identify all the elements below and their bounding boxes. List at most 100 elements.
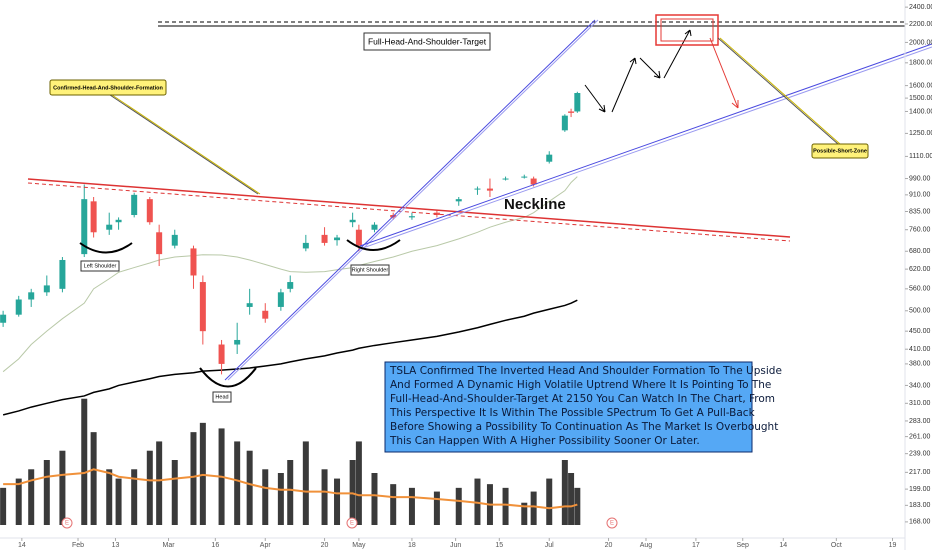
candle-body (334, 237, 341, 241)
x-tick-label: 20 (605, 542, 613, 549)
candle-body (287, 282, 294, 289)
volume-bar (28, 469, 35, 525)
candle-body (561, 115, 568, 131)
y-tick-label: 620.00 (909, 266, 931, 273)
earnings-marker[interactable] (606, 517, 618, 529)
volume-bar (302, 441, 309, 525)
candle-body (190, 248, 197, 276)
head-arc (199, 367, 257, 388)
volume-bar (81, 398, 88, 525)
y-tick-label: 680.00 (909, 248, 931, 255)
label-box (49, 79, 167, 96)
callout-pointer (719, 37, 841, 145)
description-line: And Formed A Dynamic High Volatile Uptre… (390, 379, 771, 391)
candle-body (115, 219, 122, 223)
volume-bar (262, 469, 269, 525)
volume-bar (546, 478, 553, 525)
candle-body (502, 178, 509, 180)
x-tick-label: 20 (321, 542, 329, 549)
volume-bar (433, 491, 440, 525)
x-tick-label: Jul (545, 542, 554, 549)
y-tick-label: 2000.00 (909, 39, 932, 46)
y-tick-label: 1250.00 (909, 130, 932, 137)
volume-bar (530, 491, 537, 525)
volume-bar (156, 441, 163, 525)
earnings-label: E (610, 521, 614, 527)
label-box (80, 260, 120, 272)
candle-body (262, 310, 269, 319)
volume-bar (408, 487, 415, 525)
candle-body (234, 339, 241, 345)
volume-bar (455, 487, 462, 525)
candle-body (171, 234, 178, 246)
indicator-lines (2, 176, 578, 416)
candle-body (0, 314, 7, 323)
x-tick-label: Sep (736, 542, 749, 549)
volume-bar (277, 473, 284, 525)
candle-body (474, 188, 481, 190)
y-tick-label: 340.00 (909, 382, 931, 389)
shoulder-arc (79, 242, 133, 254)
candle-body (28, 292, 35, 300)
y-tick-label: 2200.00 (909, 21, 932, 28)
x-tick-label: 14 (18, 542, 26, 549)
arrows (584, 29, 692, 113)
y-tick-label: 380.00 (909, 361, 931, 368)
label-box (212, 391, 232, 403)
volume-bar (334, 478, 341, 525)
volume-bar (106, 469, 113, 525)
volume-bar (115, 478, 122, 525)
y-tick-label: 450.00 (909, 328, 931, 335)
target-box (655, 14, 719, 46)
target-box (660, 18, 714, 42)
candle-body (199, 282, 206, 332)
y-tick-label: 910.00 (909, 192, 931, 199)
volume-pane (0, 398, 581, 525)
candle-body (302, 242, 309, 249)
candle-body (433, 212, 440, 216)
y-tick-label: 168.00 (909, 519, 931, 526)
y-tick-label: 410.00 (909, 346, 931, 353)
callout-pointer (111, 94, 261, 195)
callout-pointer (109, 94, 259, 195)
y-tick-label: 560.00 (909, 286, 931, 293)
volume-bar (521, 502, 528, 525)
x-tick-label: 16 (211, 542, 219, 549)
x-tick-label: 14 (779, 542, 787, 549)
volume-bar (146, 450, 153, 525)
y-tick-label: 283.00 (909, 418, 931, 425)
candle-body (321, 234, 328, 243)
head-label: Head (215, 394, 228, 400)
y-tick-label: 760.00 (909, 227, 931, 234)
volume-bar (15, 478, 22, 525)
candle-body (59, 259, 66, 289)
x-tick-label: Oct (831, 542, 842, 549)
x-tick-label: Feb (72, 542, 84, 549)
earnings-marker[interactable] (346, 517, 358, 529)
earnings-marker[interactable] (61, 517, 73, 529)
description-box (384, 361, 753, 453)
x-tick-label: 17 (692, 542, 700, 549)
candle-body (15, 299, 22, 315)
volume-bar (59, 450, 66, 525)
target-label: Full-Head-And-Shoulder-Target (368, 36, 487, 46)
volume-bar (561, 460, 568, 525)
y-tick-label: 990.00 (909, 175, 931, 182)
earnings-label: E (350, 521, 354, 527)
label-box (811, 143, 869, 159)
description-line: Full-Head-And-Shoulder-Target At 2150 Yo… (390, 393, 775, 405)
candle-body (81, 199, 88, 255)
candle-body (90, 201, 97, 233)
y-tick-label: 239.00 (909, 451, 931, 458)
y-tick-label: 500.00 (909, 308, 931, 315)
drawings (27, 14, 932, 388)
volume-bar (568, 473, 575, 525)
y-tick-label: 199.00 (909, 486, 931, 493)
trend-line (227, 19, 599, 381)
y-tick-label: 1600.00 (909, 82, 932, 89)
x-tick-label: 19 (889, 542, 897, 549)
candle-body (43, 285, 50, 293)
label-box (350, 264, 390, 276)
x-tick-label: Apr (260, 542, 272, 549)
trend-line (359, 43, 932, 247)
